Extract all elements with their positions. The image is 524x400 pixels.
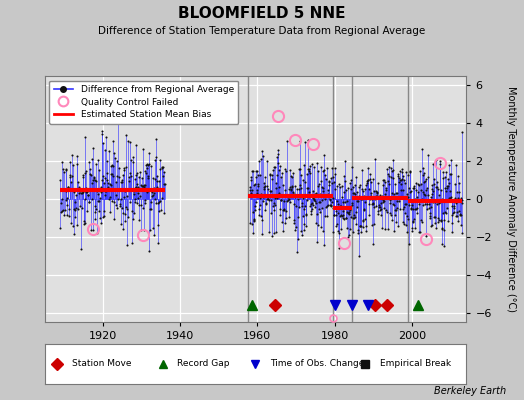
- Text: Time of Obs. Change: Time of Obs. Change: [270, 360, 365, 368]
- Text: Station Move: Station Move: [72, 360, 132, 368]
- Text: Difference of Station Temperature Data from Regional Average: Difference of Station Temperature Data f…: [99, 26, 425, 36]
- Text: Empirical Break: Empirical Break: [380, 360, 451, 368]
- Legend: Difference from Regional Average, Quality Control Failed, Estimated Station Mean: Difference from Regional Average, Qualit…: [49, 80, 238, 124]
- Text: Berkeley Earth: Berkeley Earth: [433, 386, 506, 396]
- Y-axis label: Monthly Temperature Anomaly Difference (°C): Monthly Temperature Anomaly Difference (…: [506, 86, 516, 312]
- Text: BLOOMFIELD 5 NNE: BLOOMFIELD 5 NNE: [178, 6, 346, 21]
- Text: Record Gap: Record Gap: [178, 360, 230, 368]
